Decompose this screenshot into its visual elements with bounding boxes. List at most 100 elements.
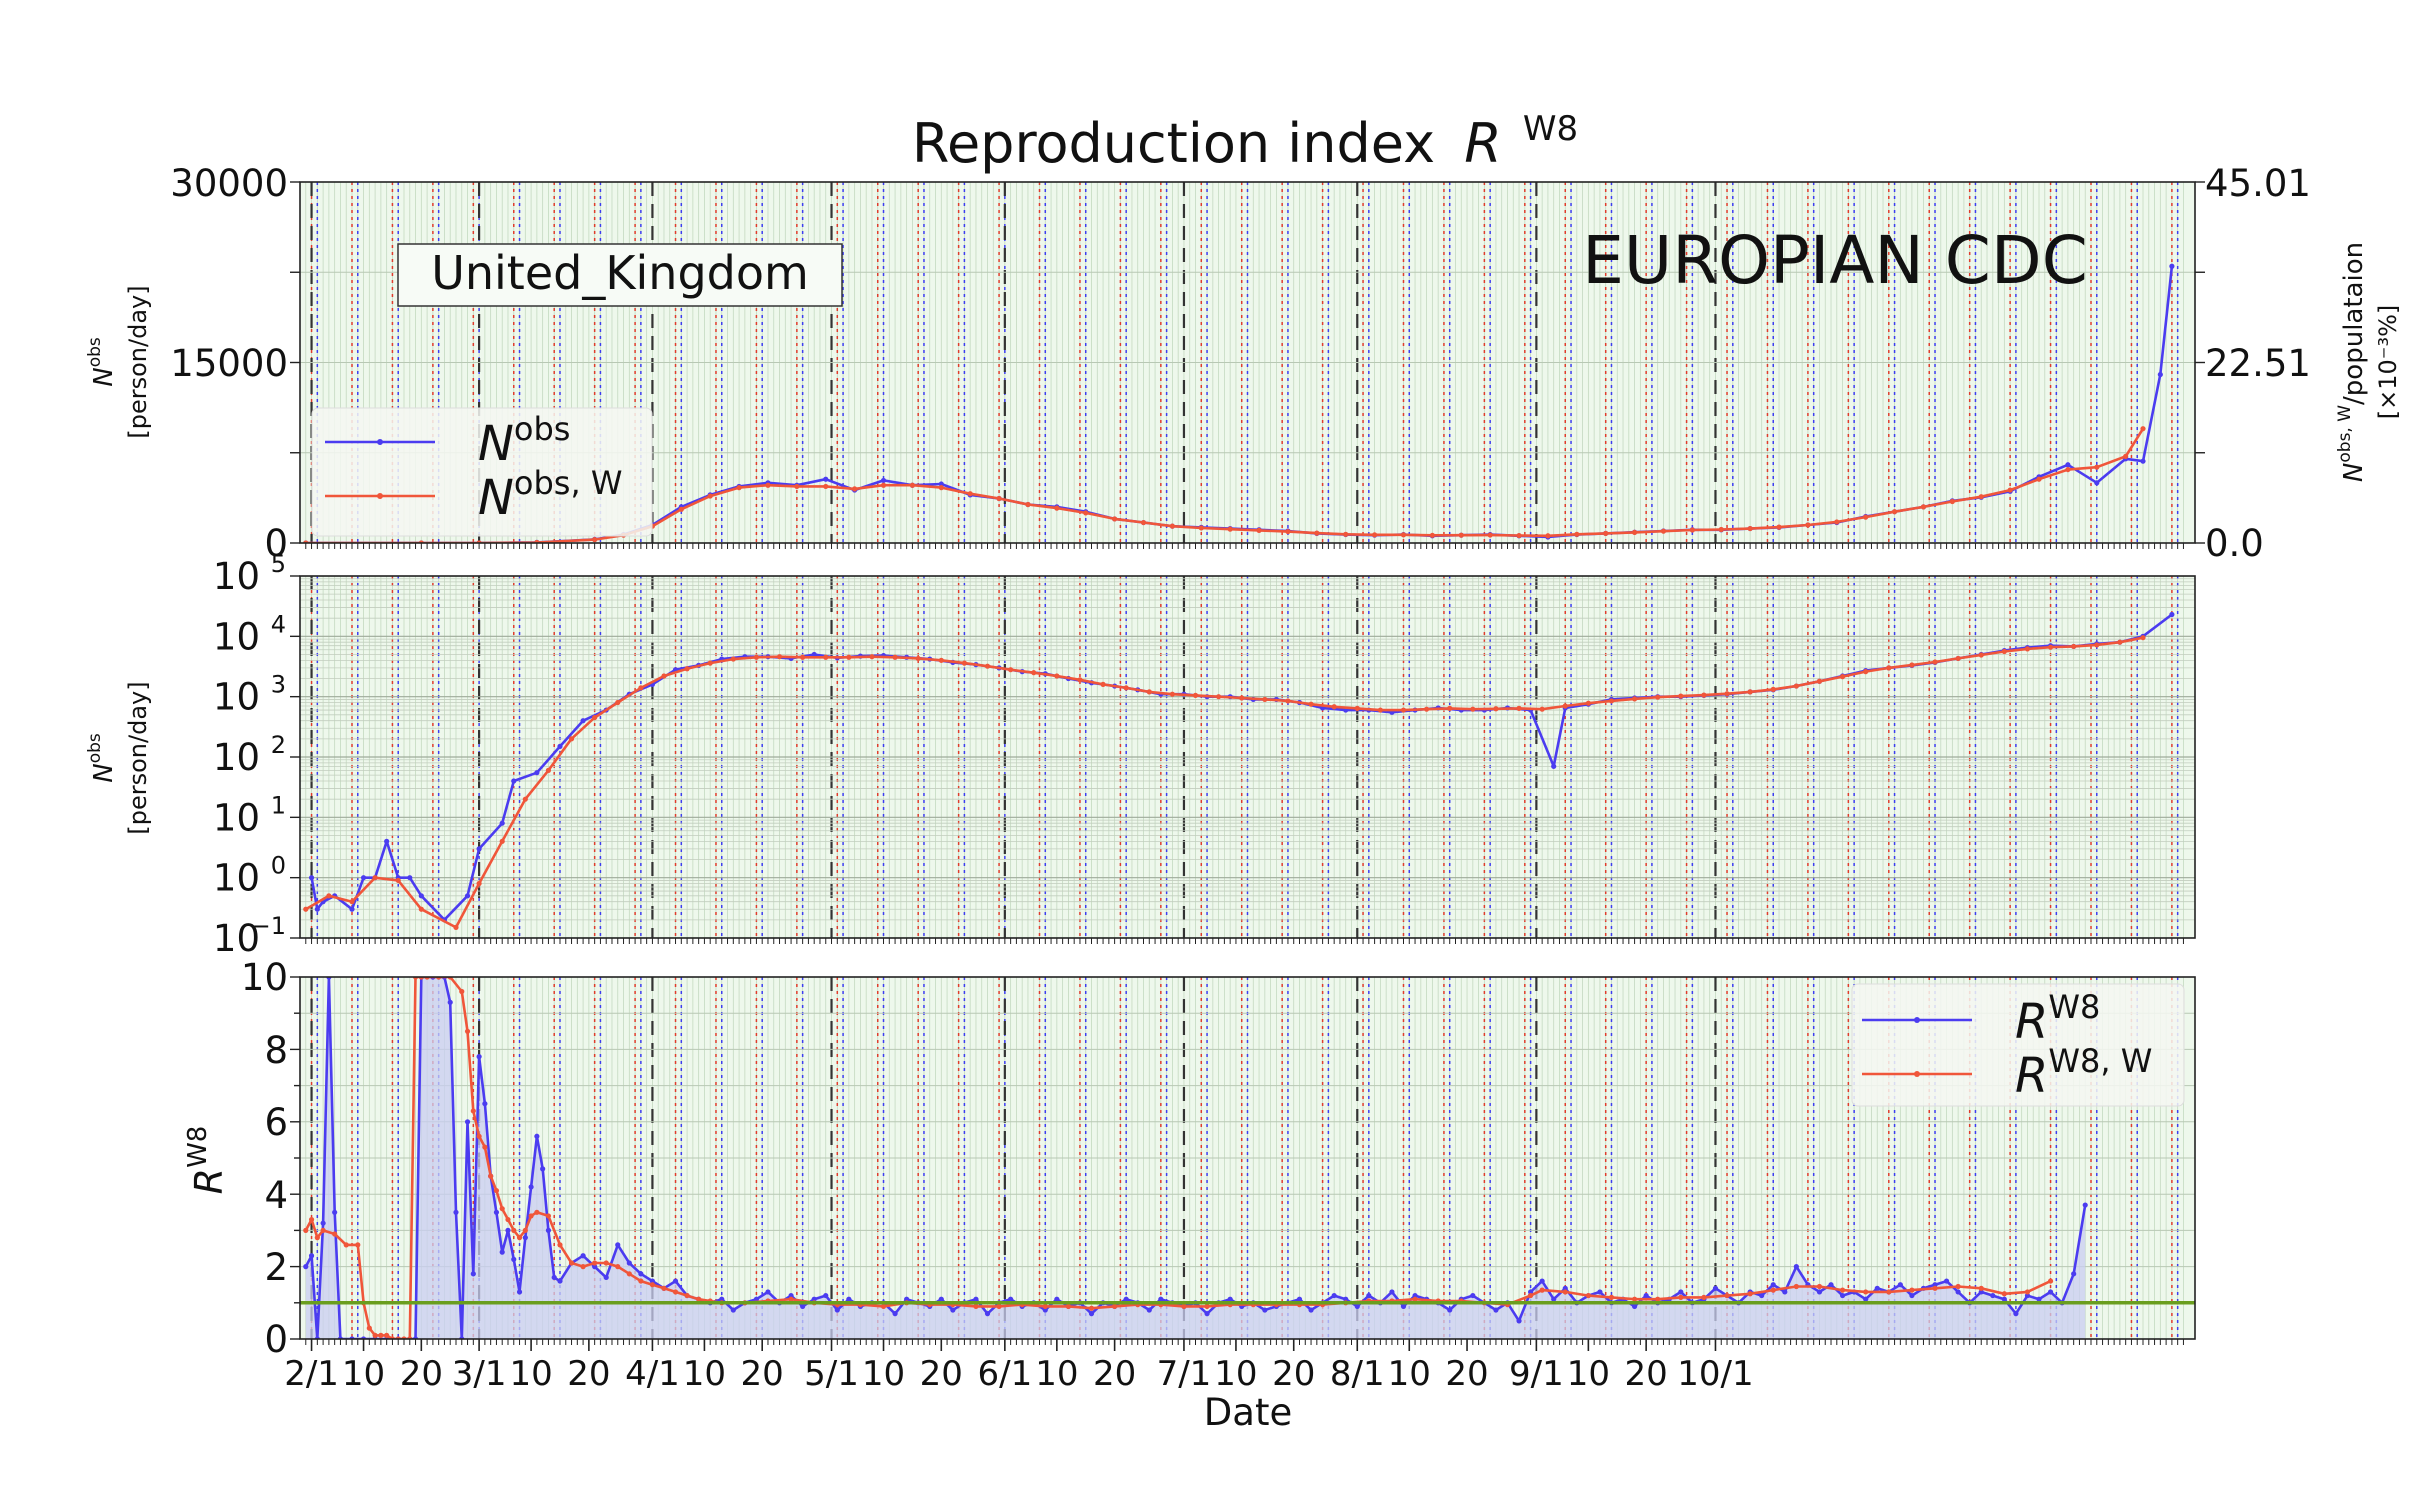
top-series-weekly-point xyxy=(1343,531,1349,537)
middle-series-weekly-point xyxy=(1354,705,1360,711)
bottom-series-weekly-point xyxy=(1770,1287,1776,1293)
top-series-weekly-point xyxy=(1054,505,1060,511)
middle-ytick-base: 10 xyxy=(213,796,260,839)
bottom-series-observed-point xyxy=(1909,1292,1915,1299)
bottom-series-weekly-point xyxy=(366,1325,372,1331)
top-series-weekly-point xyxy=(2036,476,2042,482)
bottom-legend: RW8 RW8, W xyxy=(1851,983,2185,1107)
bottom-series-weekly-point xyxy=(384,1332,390,1338)
top-series-weekly-point xyxy=(1776,524,1782,530)
top-series-weekly-point xyxy=(1920,504,1927,510)
middle-series-observed-point xyxy=(476,846,482,852)
x-tick-label: 10 xyxy=(509,1354,552,1394)
bottom-series-observed-point xyxy=(1551,1296,1557,1302)
bottom-series-observed-point xyxy=(984,1311,991,1317)
x-tick-label: 6/1 xyxy=(977,1354,1032,1394)
bottom-legend-box xyxy=(1851,983,2185,1107)
bottom-series-observed-point xyxy=(649,1278,656,1284)
bottom-series-observed-point xyxy=(2001,1296,2007,1302)
chart-title-sup: W8 xyxy=(1523,109,1578,149)
middle-series-observed-point xyxy=(557,743,563,749)
middle-series-weekly-point xyxy=(1655,694,1661,700)
top-series-weekly-point xyxy=(967,491,973,497)
middle-series-weekly-point xyxy=(476,880,482,887)
middle-ytick-exponent: 1 xyxy=(271,791,286,819)
bottom-series-weekly-point xyxy=(1701,1294,1707,1300)
bottom-series-observed-point xyxy=(1597,1289,1603,1295)
top-legend-label-weekly: Nobs, W xyxy=(478,464,622,526)
middle-series-weekly-point xyxy=(915,655,921,662)
middle-ytick-label: 10 xyxy=(213,676,260,719)
bottom-series-weekly-point xyxy=(1793,1283,1799,1290)
bottom-series-weekly-point xyxy=(355,1242,361,1248)
middle-series-weekly-point xyxy=(1470,706,1476,712)
middle-ylabel: Nobs [person/day] xyxy=(85,681,152,834)
bottom-legend-sup-observed: W8 xyxy=(2048,988,2100,1026)
top-series-observed-point xyxy=(2065,462,2071,468)
middle-series-weekly-point xyxy=(615,699,621,706)
bottom-series-observed-point xyxy=(719,1296,725,1302)
bottom-series-observed-point xyxy=(2024,1292,2031,1299)
bottom-series-weekly-point xyxy=(476,1133,482,1139)
bottom-series-weekly-point xyxy=(649,1282,656,1288)
x-tick-label: 10 xyxy=(683,1354,726,1394)
bottom-series-observed-point xyxy=(1990,1292,1996,1299)
bottom-ytick-10: 10 xyxy=(241,956,288,999)
middle-series-observed-point xyxy=(308,875,315,881)
bottom-series-observed-point xyxy=(1354,1303,1360,1310)
middle-series-weekly-point xyxy=(522,796,528,802)
bottom-series-weekly-point xyxy=(511,1227,517,1233)
bottom-series-weekly-point xyxy=(661,1285,667,1291)
bottom-series-weekly-point xyxy=(528,1213,534,1219)
bottom-ytick-2: 2 xyxy=(264,1246,288,1289)
bottom-series-observed-point xyxy=(938,1296,944,1302)
bottom-series-weekly-point xyxy=(626,1271,632,1277)
bottom-series-observed-point xyxy=(1146,1307,1152,1313)
bottom-series-observed-point xyxy=(516,1289,523,1295)
bottom-series-observed-point xyxy=(540,1166,546,1172)
bottom-series-observed-point xyxy=(1447,1307,1453,1313)
middle-series-observed-point xyxy=(534,770,540,776)
middle-series-observed-point xyxy=(349,906,355,912)
middle-ytick-base: 10 xyxy=(213,917,260,960)
bottom-series-observed-point xyxy=(1782,1289,1788,1295)
top-series-observed-point xyxy=(938,481,944,487)
bottom-series-observed-point xyxy=(1366,1292,1372,1299)
bottom-series-observed-point xyxy=(453,1209,459,1215)
bottom-series-observed-point xyxy=(1296,1296,1303,1302)
middle-series-weekly-point xyxy=(1978,652,1984,658)
panel-middle-plot xyxy=(300,576,2195,938)
middle-ylabel-sup: obs xyxy=(85,733,105,763)
middle-series-weekly-point xyxy=(1839,674,1846,680)
middle-ylabel-main: N xyxy=(89,763,119,782)
top-series-weekly-point xyxy=(2094,464,2100,470)
bottom-series-observed-point xyxy=(1227,1296,1233,1302)
bottom-series-observed-point xyxy=(603,1274,609,1281)
top-series-weekly-point xyxy=(1458,532,1464,538)
bottom-series-observed-point xyxy=(470,1271,476,1277)
top-right-ytick-mid: 22.51 xyxy=(2205,342,2311,385)
top-series-weekly-point xyxy=(765,482,771,488)
top-right-ylabel-sup: obs, W xyxy=(2335,405,2355,463)
bottom-series-weekly-point xyxy=(1816,1283,1823,1290)
top-series-weekly-point xyxy=(736,485,742,491)
bottom-series-weekly-point xyxy=(1562,1289,1568,1295)
x-tick-label: 20 xyxy=(1625,1354,1668,1394)
x-tick-label: 8/1 xyxy=(1330,1354,1385,1394)
middle-series-weekly-point xyxy=(1146,689,1152,695)
middle-series-weekly-point xyxy=(1608,698,1615,704)
bottom-series-observed-point xyxy=(580,1253,586,1259)
bottom-series-weekly-point xyxy=(973,1303,979,1310)
middle-series-observed-point xyxy=(418,893,424,899)
x-tick-label: 3/1 xyxy=(452,1354,507,1394)
bottom-series-observed-point xyxy=(834,1307,840,1313)
bottom-series-weekly-point xyxy=(308,1216,315,1223)
middle-series-weekly-point xyxy=(1793,683,1799,689)
top-legend-main-weekly: N xyxy=(478,470,514,526)
x-tick-label: 2/1 xyxy=(284,1354,339,1394)
bottom-series-weekly-point xyxy=(557,1242,563,1248)
bottom-series-observed-point xyxy=(1088,1311,1095,1317)
bottom-series-weekly-point xyxy=(1932,1285,1938,1291)
middle-ytick-base: 10 xyxy=(213,555,260,598)
